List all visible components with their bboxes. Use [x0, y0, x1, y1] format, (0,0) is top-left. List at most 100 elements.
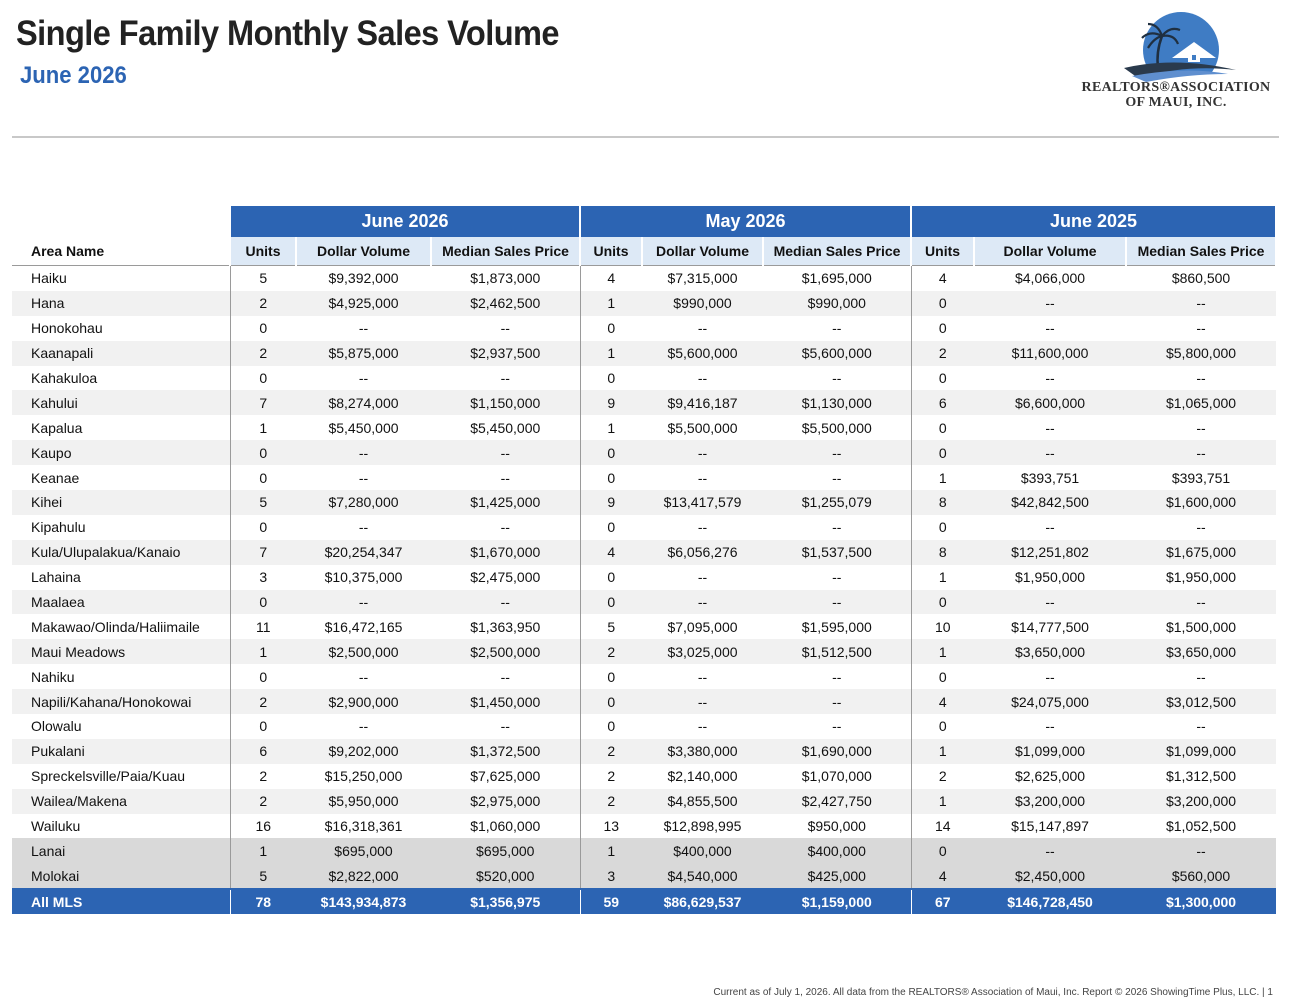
dollar-volume-cell: $3,025,000 — [642, 639, 763, 665]
table-row: Honokohau 0 -- -- 0 -- -- 0 -- -- — [12, 315, 1276, 341]
dollar-volume-cell: $2,500,000 — [296, 639, 431, 665]
table-body: Haiku 5 $9,392,000 $1,873,000 4 $7,315,000 $1,… — [12, 265, 1277, 915]
column-header-median-price: Median Sales Price — [430, 237, 581, 266]
total-median-price-cell: $1,159,000 — [763, 888, 912, 915]
median-price-cell: $3,650,000 — [1126, 639, 1277, 665]
dollar-volume-cell: $15,250,000 — [324, 768, 403, 785]
table-row: Napili/Kahana/Honokowai 2 $2,900,000 $1,450… — [12, 689, 1277, 715]
units-cell: 7 — [229, 390, 296, 416]
median-price-cell: $3,200,000 — [1126, 788, 1277, 814]
median-price-cell: $1,500,000 — [1165, 618, 1237, 635]
median-price-cell: $1,425,000 — [431, 490, 580, 515]
median-price-cell: $5,500,000 — [801, 419, 872, 436]
dollar-volume-cell: $5,875,000 — [296, 340, 431, 366]
median-price-cell: $1,873,000 — [470, 270, 541, 287]
median-price-cell: -- — [1196, 370, 1206, 386]
units-cell: 0 — [910, 589, 975, 615]
median-price-cell: -- — [763, 589, 912, 615]
table-row: Keanae 0 -- -- 0 -- -- 1 $393,751 $393,751 — [12, 465, 1276, 491]
units-cell: 0 — [910, 664, 975, 690]
area-name-cell: Napili/Kahana/Honokowai — [12, 689, 230, 715]
table-row: Pukalani 6 $9,202,000 $1,372,500 2 $3,380,000… — [12, 738, 1277, 764]
total-median-price-cell: $1,300,000 — [1126, 888, 1277, 915]
dollar-volume-cell: $2,822,000 — [296, 863, 431, 890]
dollar-volume-cell: $10,375,000 — [324, 569, 403, 586]
units-cell: 0 — [229, 365, 296, 391]
median-price-cell: $1,150,000 — [431, 390, 580, 416]
median-price-cell: -- — [832, 569, 842, 586]
dollar-volume-cell: $12,898,995 — [663, 818, 742, 835]
median-price-cell: $5,800,000 — [1126, 340, 1277, 366]
column-header-dollar-volume: Dollar Volume — [973, 237, 1128, 266]
median-price-cell: $400,000 — [763, 838, 912, 864]
dollar-volume-cell: -- — [697, 668, 708, 685]
table-row: Lahaina 3 $10,375,000 $2,475,000 0 -- -- 1 $1,95… — [12, 564, 1276, 590]
dollar-volume-cell: $5,450,000 — [328, 419, 399, 436]
area-name-cell: Honokohau — [31, 320, 103, 337]
area-name-cell: Molokai — [12, 863, 230, 890]
median-price-cell: $1,600,000 — [1126, 490, 1277, 515]
median-price-cell: -- — [500, 718, 510, 735]
median-price-cell: -- — [763, 689, 912, 715]
median-price-cell: $1,052,500 — [1165, 818, 1237, 835]
units-cell: 0 — [910, 514, 975, 540]
median-price-cell: $1,675,000 — [1126, 539, 1277, 565]
dollar-volume-cell: -- — [697, 569, 708, 586]
units-cell: 0 — [229, 315, 296, 341]
units-cell: 1 — [579, 838, 642, 864]
units-cell: 3 — [579, 863, 642, 890]
units-cell: 2 — [910, 763, 975, 789]
column-header-area-name: Area Name — [12, 237, 231, 266]
median-price-cell: -- — [832, 519, 842, 536]
total-units-cell: 67 — [910, 888, 975, 915]
median-price-cell: $2,500,000 — [431, 639, 580, 665]
dollar-volume-cell: $4,925,000 — [296, 290, 431, 316]
dollar-volume-cell: -- — [642, 589, 763, 615]
median-price-cell: $1,255,079 — [763, 490, 912, 515]
table-row: Kahakuloa 0 -- -- 0 -- -- 0 -- -- — [12, 365, 1276, 391]
dollar-volume-cell: $13,417,579 — [642, 490, 763, 515]
median-price-cell: $3,012,500 — [1126, 689, 1277, 715]
units-cell: 2 — [579, 639, 642, 665]
dollar-volume-cell: $7,280,000 — [296, 490, 431, 515]
footer-note: Current as of July 1, 2026. All data fro… — [713, 987, 1273, 998]
units-cell: 9 — [579, 490, 642, 515]
total-dollar-volume-cell: $146,728,450 — [974, 888, 1127, 915]
dollar-volume-cell: $11,600,000 — [974, 340, 1127, 366]
dollar-volume-cell: -- — [358, 668, 369, 685]
dollar-volume-cell: $3,380,000 — [642, 738, 763, 764]
units-cell: 0 — [910, 315, 975, 341]
group-header-june-2026: June 2026 — [229, 206, 581, 237]
median-price-cell: -- — [1126, 290, 1277, 316]
page-subtitle: June 2026 — [20, 62, 127, 89]
units-cell: 0 — [910, 290, 975, 316]
dollar-volume-cell: $4,066,000 — [1014, 270, 1086, 287]
dollar-volume-cell: $400,000 — [642, 838, 763, 864]
dollar-volume-cell: -- — [974, 589, 1127, 615]
dollar-volume-cell: $7,315,000 — [667, 270, 738, 287]
area-name-cell: Hana — [12, 290, 230, 316]
units-cell: 2 — [579, 788, 642, 814]
median-price-cell: $860,500 — [1171, 270, 1231, 287]
dollar-volume-cell: $1,099,000 — [974, 738, 1127, 764]
logo-text-line-1: REALTORS®ASSOCIATION — [1081, 80, 1271, 95]
median-price-cell: $2,462,500 — [431, 290, 580, 316]
dollar-volume-cell: $6,600,000 — [974, 390, 1127, 416]
table-row: Haiku 5 $9,392,000 $1,873,000 4 $7,315,000 $1,… — [12, 265, 1276, 291]
dollar-volume-cell: -- — [1045, 419, 1055, 436]
units-cell: 4 — [579, 539, 642, 565]
dollar-volume-cell: -- — [358, 519, 369, 536]
units-cell: 0 — [229, 589, 296, 615]
units-cell: 1 — [229, 415, 296, 441]
units-cell: 5 — [579, 614, 642, 640]
median-price-cell: -- — [500, 320, 510, 337]
table-row: Kahului 7 $8,274,000 $1,150,000 9 $9,416,187 $… — [12, 390, 1277, 416]
median-price-cell: $1,099,000 — [1126, 738, 1277, 764]
units-cell: 0 — [579, 440, 642, 466]
dollar-volume-cell: -- — [697, 370, 708, 386]
units-cell: 5 — [229, 265, 296, 291]
dollar-volume-cell: -- — [697, 320, 708, 337]
total-units-cell: 59 — [579, 888, 642, 915]
group-header-spacer — [12, 206, 230, 237]
table-row: Kipahulu 0 -- -- 0 -- -- 0 -- -- — [12, 514, 1276, 540]
